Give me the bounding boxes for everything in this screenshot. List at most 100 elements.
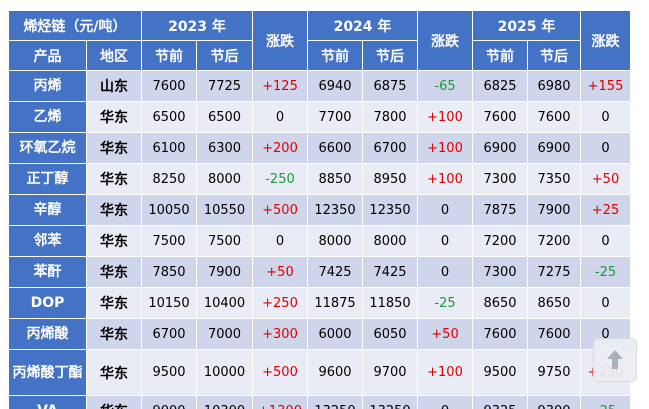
price-cell: 6500 [141,101,197,133]
price-cell: 8650 [472,287,528,319]
region-cell: 华东 [86,101,142,133]
table-row: VA华东900010300+13001325013250093259300-25 [8,395,630,409]
change-cell: +100 [417,132,473,164]
price-cell: 10400 [196,287,253,319]
change-cell: +200 [252,132,308,164]
price-cell: 7700 [307,101,363,133]
price-cell: 7300 [472,256,528,288]
price-cell: 6300 [196,132,253,164]
price-cell: 8850 [307,163,363,195]
price-cell: 8650 [527,287,581,319]
change-cell: +250 [252,287,308,319]
change-cell: +100 [417,101,473,133]
price-cell: 12350 [362,194,418,226]
product-cell: 丙烯酸丁酯 [8,349,87,396]
table-row: 苯酐 华东 7850 7900 +50 7425 7425 0 7300 7275 -25 [8,256,630,288]
change-header: 涨跌 [580,10,630,71]
price-cell: 7200 [527,225,581,257]
price-cell: 8000 [307,225,363,257]
sub-header: 节前 [307,40,363,71]
change-cell: +300 [252,318,308,350]
price-cell: 6100 [141,132,197,164]
product-cell: 丙烯 [8,70,87,102]
table-row: 正丁醇 华东 8250 8000 -250 8850 8950 +100 7300 7350 +50 [8,163,630,195]
change-cell: +1300 [252,395,308,409]
price-table: 烯烃链（元/吨） 2023 年 涨跌 2024 年 涨跌 2025 年 涨跌 产… [8,10,630,409]
region-cell: 华东 [86,349,142,396]
price-cell: 13250 [362,395,418,409]
arrow [607,350,623,369]
price-cell: 8950 [362,163,418,195]
sub-header: 节前 [472,40,528,71]
change-cell: +500 [252,194,308,226]
table-row: 乙烯 华东 6500 6500 0 7700 7800 +100 7600 7600 0 [8,101,630,133]
price-cell: 7600 [527,101,581,133]
change-cell: +155 [580,70,630,102]
price-cell: 7350 [527,163,581,195]
price-cell: 7900 [527,194,581,226]
price-cell: 9750 [527,349,581,396]
sub-header: 节后 [527,40,581,71]
product-cell: 邻苯 [8,225,87,257]
price-cell: 6600 [307,132,363,164]
change-cell: +50 [580,163,630,195]
product-cell: 辛醇 [8,194,87,226]
change-cell: 0 [417,256,473,288]
price-cell: 7600 [141,70,197,102]
price-cell: 10300 [196,395,253,409]
change-cell: +500 [252,349,308,396]
price-cell: 12350 [307,194,363,226]
price-cell: 6050 [362,318,418,350]
sub-header: 节后 [362,40,418,71]
price-cell: 6825 [472,70,528,102]
change-cell: +125 [252,70,308,102]
price-cell: 7300 [472,163,528,195]
price-cell: 6900 [527,132,581,164]
price-cell: 7425 [362,256,418,288]
price-cell: 8000 [196,163,253,195]
price-cell: 8000 [362,225,418,257]
price-cell: 11875 [307,287,363,319]
price-cell: 10000 [196,349,253,396]
table-container: 烯烃链（元/吨） 2023 年 涨跌 2024 年 涨跌 2025 年 涨跌 产… [8,10,630,409]
table-row: 丙烯酸丁酯 华东 9500 10000 +500 9600 9700 +100 9500 9750… [8,349,630,396]
product-cell: 环氧乙烷 [8,132,87,164]
product-cell: 苯酐 [8,256,87,288]
change-cell: -250 [252,163,308,195]
price-cell: 10550 [196,194,253,226]
table-row: 丙烯酸 华东 6700 7000 +300 6000 6050 +50 7600 7600 0 [8,318,630,350]
region-header: 地区 [86,40,142,71]
region-cell: 华东 [86,318,142,350]
price-cell: 7875 [472,194,528,226]
change-header: 涨跌 [252,10,308,71]
price-cell: 6875 [362,70,418,102]
region-cell: 华东 [86,163,142,195]
price-cell: 7600 [527,318,581,350]
region-cell: 华东 [86,194,142,226]
price-cell: 6940 [307,70,363,102]
price-cell: 9325 [472,395,528,409]
change-cell: -65 [417,70,473,102]
change-cell: 0 [417,225,473,257]
price-cell: 13250 [307,395,363,409]
change-header: 涨跌 [417,10,473,71]
price-cell: 6700 [362,132,418,164]
price-cell: 8250 [141,163,197,195]
change-cell: -25 [417,287,473,319]
price-cell: 11850 [362,287,418,319]
year-header: 2023 年 [141,10,253,41]
price-cell: 7500 [196,225,253,257]
price-cell: 7275 [527,256,581,288]
region-cell: 华东 [86,132,142,164]
price-cell: 9600 [307,349,363,396]
price-cell: 7600 [472,101,528,133]
scroll-top-button[interactable] [593,338,637,382]
region-cell: 华东 [86,287,142,319]
sub-header: 节后 [196,40,253,71]
change-cell: +25 [580,194,630,226]
price-cell: 7850 [141,256,197,288]
year-header: 2024 年 [307,10,418,41]
table-row: 环氧乙烷 华东 6100 6300 +200 6600 6700 +100 6900 6900 0 [8,132,630,164]
table-row: DOP 华东 10150 10400 +250 11875 11850 -25 8650 8650… [8,287,630,319]
